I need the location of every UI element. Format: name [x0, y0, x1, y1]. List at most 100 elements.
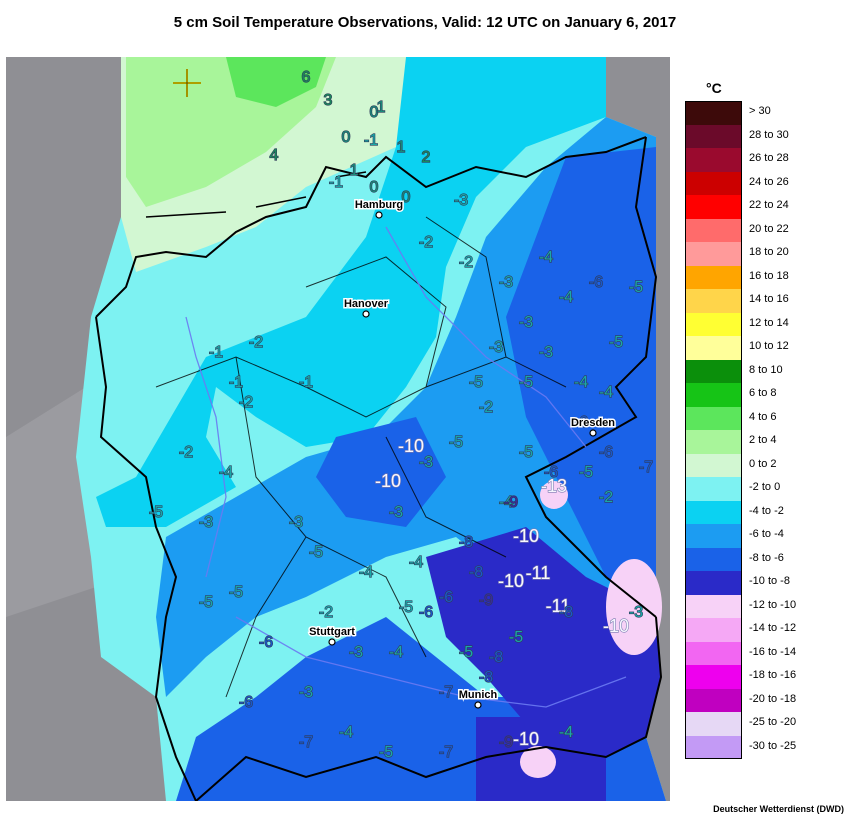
legend-label: 6 to 8	[749, 387, 777, 399]
observation-value: 4	[270, 147, 279, 164]
observation-value: -7	[439, 684, 453, 701]
observation-value: -3	[389, 504, 403, 521]
legend-swatch	[685, 641, 742, 665]
observation-value: -6	[439, 589, 453, 606]
legend-item: 6 to 8	[685, 383, 845, 407]
isotherm-4-to-6	[226, 57, 326, 107]
observation-value: -8	[469, 564, 483, 581]
observation-value: -3	[419, 454, 433, 471]
city-dot	[328, 638, 336, 646]
observation-value: 0	[342, 129, 351, 146]
legend-swatch	[685, 289, 742, 313]
legend-swatch	[685, 735, 742, 759]
legend-label: 4 to 6	[749, 410, 777, 423]
observation-value: -7	[439, 744, 453, 761]
observation-value: -10	[513, 526, 539, 546]
observation-value: -5	[449, 434, 463, 451]
isotherm-minus8-to-minus6	[176, 147, 666, 801]
legend-swatch	[685, 712, 742, 736]
observation-value: -3	[629, 604, 643, 621]
legend-swatch	[685, 571, 742, 595]
observation-value: -1	[229, 374, 243, 391]
legend-label: -30 to -25	[749, 739, 797, 752]
frisian-islands	[145, 171, 367, 218]
legend-item: -25 to -20	[685, 712, 845, 736]
observation-value: -1	[364, 132, 378, 149]
legend-swatch	[685, 547, 742, 571]
observation-value: -10	[603, 616, 629, 636]
map-title: 5 cm Soil Temperature Observations, Vali…	[173, 14, 677, 31]
legend-label: -4 to -2	[749, 504, 784, 517]
observation-value: -5	[509, 629, 523, 646]
observation-value: -11	[546, 596, 571, 616]
legend-label: -12 to -10	[749, 598, 797, 611]
legend-label: -20 to -18	[749, 692, 797, 705]
legend-swatch	[685, 101, 742, 125]
legend-swatch	[685, 195, 742, 219]
observation-value: -4	[559, 724, 573, 741]
observation-value: -8	[459, 534, 473, 551]
legend-swatch	[685, 265, 742, 289]
legend-swatch	[685, 688, 742, 712]
observation-value: -6	[599, 444, 613, 461]
observation-value: -7	[639, 459, 653, 476]
observation-value: -5	[469, 374, 483, 391]
legend-swatch	[685, 665, 742, 689]
observation-value: 1	[350, 162, 359, 179]
observation-value: -2	[239, 394, 253, 411]
legend-item: 4 to 6	[685, 406, 845, 430]
legend-item: -18 to -16	[685, 665, 845, 689]
north-border	[95, 136, 647, 318]
observation-value: -4	[539, 249, 553, 266]
city-dot	[474, 701, 482, 709]
observation-value: -5	[579, 464, 593, 481]
observation-value: -5	[399, 599, 413, 616]
observation-value: -6	[589, 274, 603, 291]
legend-item: 24 to 26	[685, 171, 845, 195]
legend-item: 20 to 22	[685, 218, 845, 242]
cold-spot-ore	[540, 481, 568, 509]
state-borders	[155, 216, 567, 698]
legend-label: -14 to -12	[749, 622, 797, 634]
legend-swatch	[685, 336, 742, 360]
observation-value: -7	[299, 734, 313, 751]
observation-value: -4	[359, 564, 373, 581]
legend-swatch	[685, 430, 742, 454]
observation-value: -3	[454, 192, 468, 209]
legend-item: 10 to 12	[685, 336, 845, 360]
city-label: Hanover	[344, 298, 389, 310]
legend-item: 26 to 28	[685, 148, 845, 172]
observation-value: -5	[629, 279, 643, 296]
observation-value: -3	[349, 644, 363, 661]
observation-value: -5	[609, 334, 623, 351]
observation-value: 6	[302, 69, 311, 86]
observation-value: -3	[539, 344, 553, 361]
observation-value: -1	[209, 344, 223, 361]
observation-value: -11	[526, 563, 551, 583]
legend-item: 12 to 14	[685, 312, 845, 336]
legend-label: 2 to 4	[749, 434, 777, 446]
legend-item: -16 to -14	[685, 641, 845, 665]
legend-item: -30 to -25	[685, 735, 845, 759]
city-dot	[589, 429, 597, 437]
legend-swatch	[685, 524, 742, 548]
observation-value: -5	[519, 374, 533, 391]
observation-value: -10	[398, 436, 424, 456]
legend-label: 10 to 12	[749, 340, 789, 352]
legend-swatch	[685, 359, 742, 383]
legend-swatch	[685, 171, 742, 195]
observation-value: -5	[459, 644, 473, 661]
observation-value: -6	[239, 694, 253, 711]
legend-label: -25 to -20	[749, 716, 797, 728]
rivers	[185, 226, 627, 708]
legend-swatch	[685, 124, 742, 148]
observation-value: -5	[199, 594, 213, 611]
south-border	[195, 616, 663, 801]
city-dot	[375, 211, 383, 219]
observation-value: 2	[422, 149, 431, 166]
observation-value: -3	[489, 339, 503, 356]
legend-label: 14 to 16	[749, 293, 789, 305]
east-border	[524, 136, 658, 618]
observation-value: 1	[377, 99, 386, 116]
